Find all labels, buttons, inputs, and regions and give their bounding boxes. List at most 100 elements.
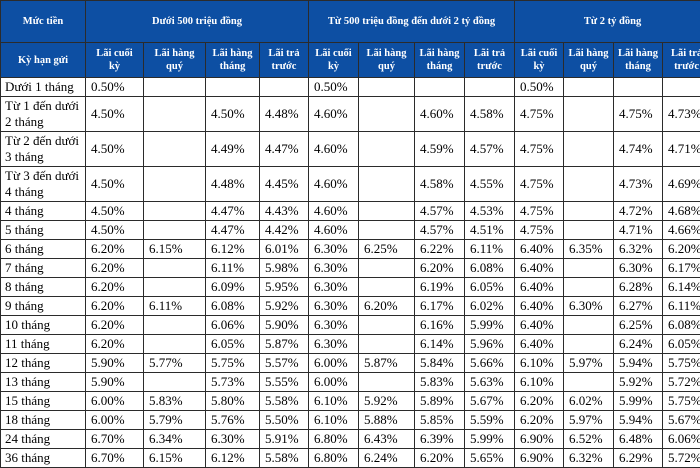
rate-cell: 6.35% [564, 240, 614, 259]
rate-cell [144, 278, 206, 297]
rate-cell: 4.50% [86, 202, 144, 221]
rate-cell [564, 259, 614, 278]
rate-cell: 4.75% [515, 202, 564, 221]
rate-cell: 6.00% [309, 373, 359, 392]
rate-cell: 6.15% [144, 449, 206, 468]
rate-cell: 5.90% [86, 354, 144, 373]
rate-cell: 5.91% [260, 430, 309, 449]
rate-cell: 6.19% [415, 278, 465, 297]
term-cell: 18 tháng [1, 411, 86, 430]
rate-cell: 6.40% [515, 240, 564, 259]
subcol-end-of-term: Lãi cuối kỳ [309, 43, 359, 78]
rate-cell: 6.34% [144, 430, 206, 449]
rate-cell: 6.20% [515, 411, 564, 430]
rate-cell: 6.40% [515, 297, 564, 316]
rate-cell: 6.30% [564, 297, 614, 316]
rate-cell: 4.57% [415, 221, 465, 240]
rate-cell: 6.12% [206, 240, 260, 259]
rate-cell: 6.14% [415, 335, 465, 354]
rate-cell: 6.27% [614, 297, 663, 316]
rate-cell [359, 167, 415, 202]
header-row-subcolumns: Kỳ hạn gửi Lãi cuối kỳ Lãi hàng quý Lãi … [1, 43, 700, 78]
rate-cell: 5.92% [260, 297, 309, 316]
rate-cell: 5.72% [663, 373, 700, 392]
rate-cell: 6.24% [359, 449, 415, 468]
rate-cell: 5.58% [260, 449, 309, 468]
rate-cell: 6.80% [309, 430, 359, 449]
rate-cell: 4.75% [515, 221, 564, 240]
rate-cell: 5.95% [260, 278, 309, 297]
subcol-prepaid: Lãi trả trước [465, 43, 515, 78]
rate-cell: 4.75% [515, 97, 564, 132]
rate-cell: 6.22% [415, 240, 465, 259]
rate-cell [144, 335, 206, 354]
rate-cell: 6.20% [415, 259, 465, 278]
rate-cell: 6.20% [86, 259, 144, 278]
rate-cell: 4.53% [465, 202, 515, 221]
rate-cell: 6.30% [309, 259, 359, 278]
rate-cell: 4.58% [415, 167, 465, 202]
subcol-monthly: Lãi hàng tháng [206, 43, 260, 78]
subcol-end-of-term: Lãi cuối kỳ [86, 43, 144, 78]
rate-cell: 6.32% [614, 240, 663, 259]
rate-cell: 6.90% [515, 449, 564, 468]
term-cell: 36 tháng [1, 449, 86, 468]
rate-cell: 6.20% [663, 240, 700, 259]
rate-cell: 6.06% [663, 430, 700, 449]
rate-cell: 5.73% [206, 373, 260, 392]
rate-cell: 5.88% [359, 411, 415, 430]
term-cell: Từ 1 đến dưới 2 tháng [1, 97, 86, 132]
rate-cell [359, 132, 415, 167]
rate-cell [564, 221, 614, 240]
rate-cell: 5.84% [415, 354, 465, 373]
rate-cell: 0.50% [309, 78, 359, 97]
rate-cell: 4.59% [415, 132, 465, 167]
rate-cell: 4.69% [663, 167, 700, 202]
rate-cell: 4.60% [309, 221, 359, 240]
term-cell: 6 tháng [1, 240, 86, 259]
rate-cell [359, 335, 415, 354]
rate-cell: 6.30% [309, 240, 359, 259]
rate-cell: 4.60% [309, 167, 359, 202]
rate-cell [663, 78, 700, 97]
rate-cell: 6.25% [359, 240, 415, 259]
rate-cell: 6.15% [144, 240, 206, 259]
rate-cell: 6.32% [564, 449, 614, 468]
rate-cell: 6.02% [564, 392, 614, 411]
rate-cell: 0.50% [515, 78, 564, 97]
rate-cell: 6.40% [515, 316, 564, 335]
rate-cell: 6.25% [614, 316, 663, 335]
term-cell: 4 tháng [1, 202, 86, 221]
header-row-groups: Mức tiền Dưới 500 triệu đồng Từ 500 triệ… [1, 1, 700, 43]
rate-cell: 6.29% [614, 449, 663, 468]
rate-cell [564, 278, 614, 297]
rate-cell [144, 202, 206, 221]
rate-cell: 6.39% [415, 430, 465, 449]
rate-cell: 6.43% [359, 430, 415, 449]
rate-cell: 5.67% [465, 392, 515, 411]
rate-cell: 5.72% [663, 449, 700, 468]
rate-cell: 5.96% [465, 335, 515, 354]
rate-cell: 4.66% [663, 221, 700, 240]
rate-cell: 4.42% [260, 221, 309, 240]
rate-cell [359, 278, 415, 297]
subcol-quarterly: Lãi hàng quý [564, 43, 614, 78]
rate-cell: 6.20% [86, 278, 144, 297]
rate-cell: 6.10% [309, 392, 359, 411]
rate-cell: 5.50% [260, 411, 309, 430]
term-cell: Từ 2 đến dưới 3 tháng [1, 132, 86, 167]
rate-cell: 6.20% [86, 316, 144, 335]
rate-cell: 6.05% [465, 278, 515, 297]
rate-cell [144, 78, 206, 97]
rate-cell: 4.60% [309, 202, 359, 221]
rate-cell: 6.06% [206, 316, 260, 335]
rate-cell: 6.09% [206, 278, 260, 297]
